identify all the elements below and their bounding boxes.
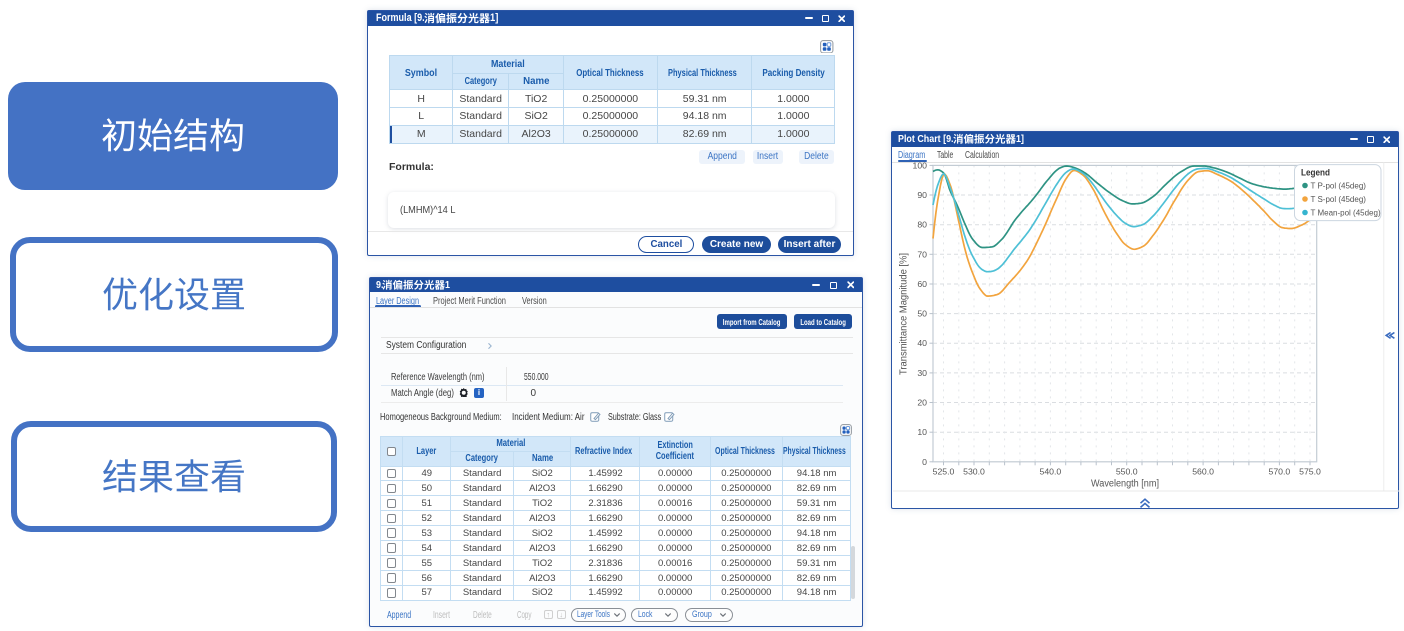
svg-text:70: 70 bbox=[917, 249, 927, 259]
svg-text:50: 50 bbox=[917, 309, 927, 319]
svg-text:30: 30 bbox=[917, 368, 927, 378]
svg-text:550.0: 550.0 bbox=[1116, 466, 1138, 476]
svg-text:0: 0 bbox=[922, 457, 927, 467]
svg-text:530.0: 530.0 bbox=[963, 466, 985, 476]
svg-text:T P-pol (45deg): T P-pol (45deg) bbox=[1311, 182, 1367, 191]
svg-text:Wavelength [nm]: Wavelength [nm] bbox=[1091, 478, 1159, 489]
svg-text:575.0: 575.0 bbox=[1299, 466, 1321, 476]
svg-text:100: 100 bbox=[913, 160, 928, 170]
svg-text:560.0: 560.0 bbox=[1192, 466, 1214, 476]
svg-text:90: 90 bbox=[917, 190, 927, 200]
svg-text:60: 60 bbox=[917, 279, 927, 289]
svg-text:T S-pol (45deg): T S-pol (45deg) bbox=[1311, 195, 1367, 204]
svg-text:80: 80 bbox=[917, 220, 927, 230]
svg-text:20: 20 bbox=[917, 398, 927, 408]
svg-text:Transmittance Magnitude [%]: Transmittance Magnitude [%] bbox=[899, 253, 910, 375]
svg-text:10: 10 bbox=[917, 427, 927, 437]
svg-text:570.0: 570.0 bbox=[1269, 466, 1291, 476]
svg-text:T Mean-pol (45deg): T Mean-pol (45deg) bbox=[1311, 209, 1381, 218]
svg-text:Legend: Legend bbox=[1301, 168, 1330, 179]
svg-text:525.0: 525.0 bbox=[933, 466, 955, 476]
svg-text:540.0: 540.0 bbox=[1040, 466, 1062, 476]
svg-text:40: 40 bbox=[917, 338, 927, 348]
